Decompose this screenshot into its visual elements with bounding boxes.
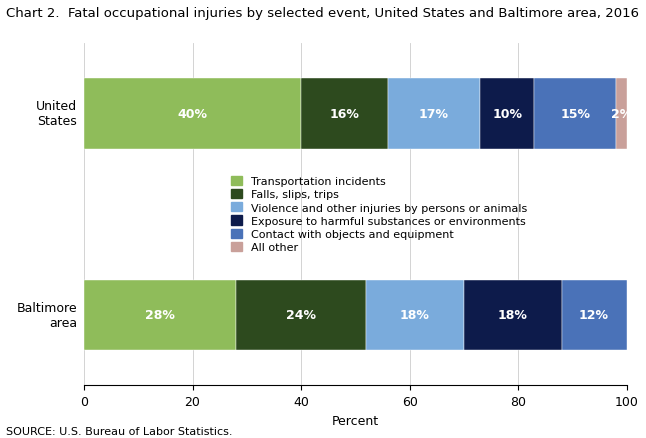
Text: SOURCE: U.S. Bureau of Labor Statistics.: SOURCE: U.S. Bureau of Labor Statistics. xyxy=(6,426,233,436)
Text: 40%: 40% xyxy=(178,108,207,120)
Text: 12%: 12% xyxy=(579,309,609,321)
Bar xyxy=(84,280,236,350)
Bar xyxy=(388,79,480,149)
Bar xyxy=(236,280,366,350)
Bar xyxy=(534,79,616,149)
Bar xyxy=(464,280,561,350)
Text: Chart 2.  Fatal occupational injuries by selected event, United States and Balti: Chart 2. Fatal occupational injuries by … xyxy=(6,7,640,20)
Legend: Transportation incidents, Falls, slips, trips, Violence and other injuries by pe: Transportation incidents, Falls, slips, … xyxy=(231,177,527,253)
Bar xyxy=(301,79,388,149)
Text: 10%: 10% xyxy=(492,108,522,120)
Text: 18%: 18% xyxy=(400,309,430,321)
Text: 16%: 16% xyxy=(329,108,359,120)
X-axis label: Percent: Percent xyxy=(332,413,379,427)
Text: 15%: 15% xyxy=(560,108,590,120)
Bar xyxy=(616,79,627,149)
Text: 28%: 28% xyxy=(145,309,175,321)
Text: 2%: 2% xyxy=(610,108,632,120)
Text: 24%: 24% xyxy=(286,309,316,321)
Text: 18%: 18% xyxy=(497,309,528,321)
Bar xyxy=(480,79,534,149)
Bar xyxy=(84,79,301,149)
Bar xyxy=(561,280,627,350)
Bar xyxy=(366,280,464,350)
Text: 17%: 17% xyxy=(419,108,449,120)
